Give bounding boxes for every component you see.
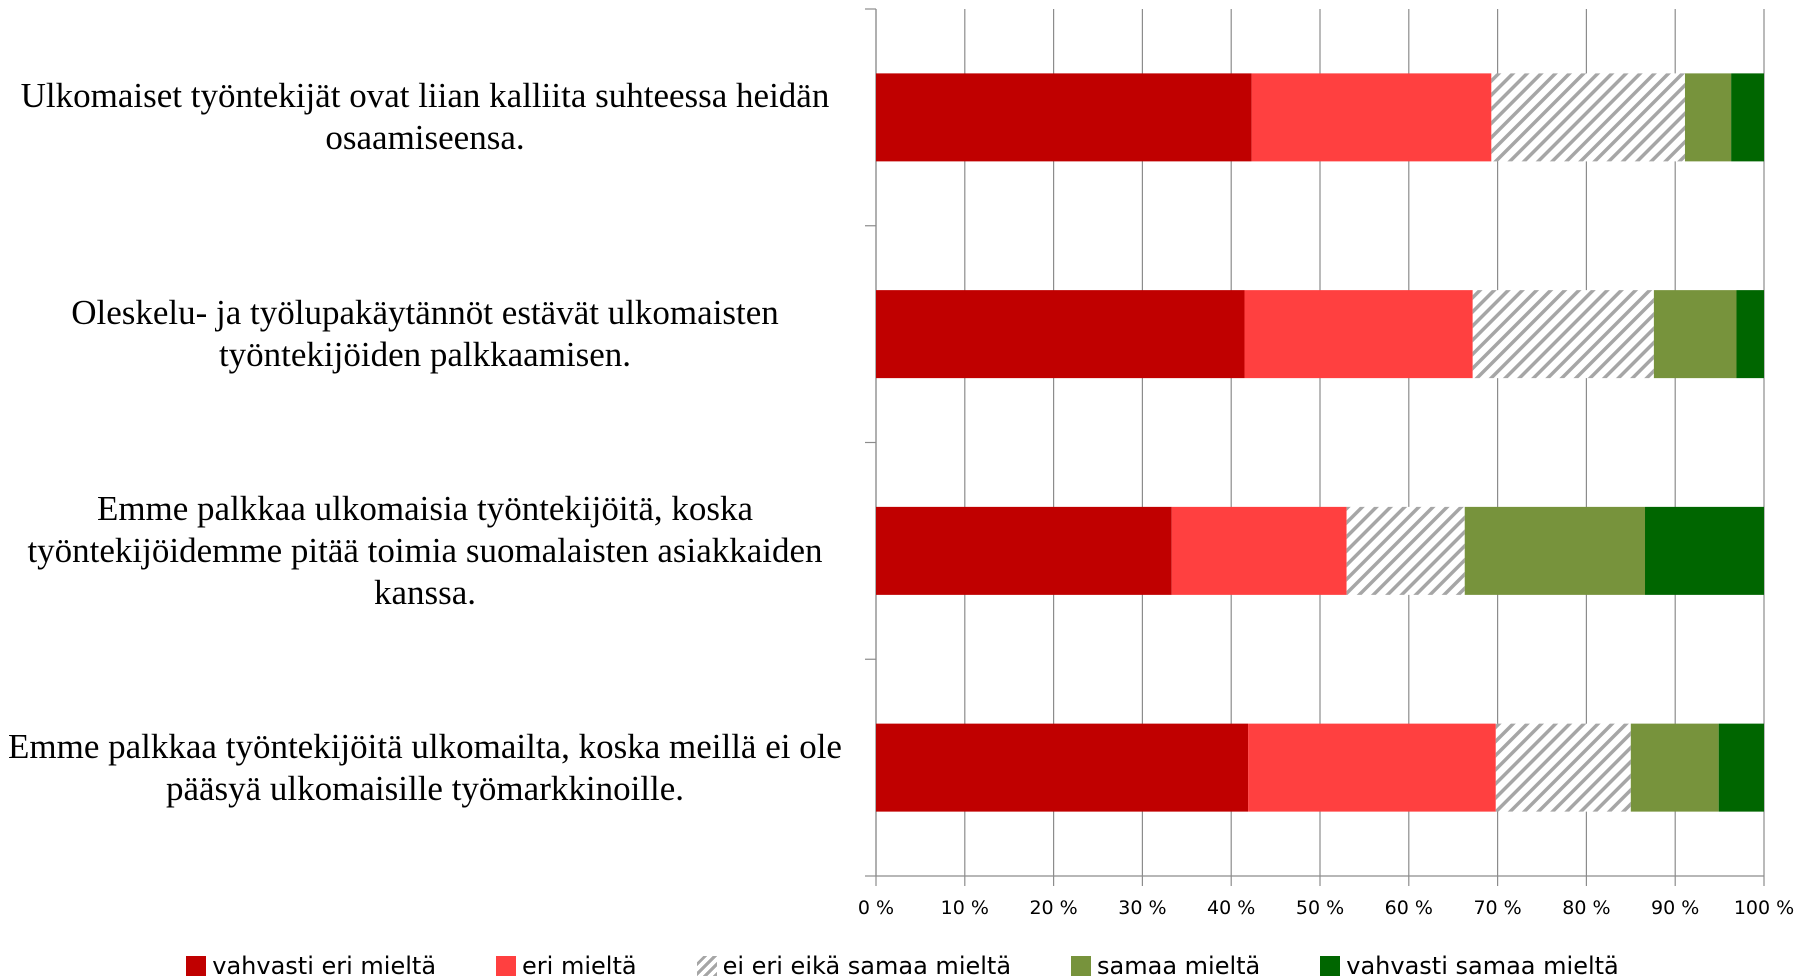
bar-segment xyxy=(1464,506,1646,595)
bar-segment xyxy=(1653,290,1737,379)
legend: vahvasti eri mieltä eri mieltä ei eri eikä… xyxy=(0,952,1805,980)
legend-item: ei eri eikä samaa mieltä xyxy=(696,952,1012,980)
bar-segment xyxy=(1645,506,1764,595)
category-label: Oleskelu- ja työlupakäytännöt estävät ul… xyxy=(71,293,779,375)
bar-segment xyxy=(876,506,1172,595)
legend-swatch xyxy=(696,956,717,976)
bar-segment xyxy=(1491,73,1685,162)
bar-segment xyxy=(876,723,1249,812)
legend-swatch xyxy=(186,956,207,976)
bar-segment xyxy=(876,73,1252,162)
category-label: Emme palkkaa työntekijöitä ulkomailta, k… xyxy=(8,726,842,808)
x-tick-label: 50 % xyxy=(1296,897,1344,919)
legend-label: eri mieltä xyxy=(522,952,637,980)
x-tick-label: 90 % xyxy=(1651,897,1699,919)
chart: 0 % 10 % 20 % 30 % 40 % 50 % 60 % 70 % 80 % 90 % 1… xyxy=(858,8,1794,919)
bar-segment xyxy=(1630,723,1719,812)
category-label: Ulkomaiset työntekijät ovat liian kallii… xyxy=(20,76,830,158)
legend-item: eri mieltä xyxy=(496,952,637,980)
x-tick-label: 10 % xyxy=(941,897,989,919)
legend-item: samaa mieltä xyxy=(1071,952,1260,980)
x-tick-label: 60 % xyxy=(1385,897,1433,919)
x-tick-label: 20 % xyxy=(1029,897,1077,919)
category-label: Emme palkkaa ulkomaisia työntekijöitä, k… xyxy=(27,488,823,612)
legend-label: vahvasti samaa mieltä xyxy=(1346,952,1619,980)
legend-label: samaa mieltä xyxy=(1097,952,1261,980)
x-tick-label: 100 % xyxy=(1734,897,1794,919)
bar-segment xyxy=(876,290,1245,379)
legend-swatch xyxy=(496,956,517,976)
legend-swatch xyxy=(1071,956,1092,976)
legend-item: vahvasti eri mieltä xyxy=(186,952,436,980)
bar-segment xyxy=(1244,290,1473,379)
legend-label: ei eri eikä samaa mieltä xyxy=(722,952,1012,980)
bar-segment xyxy=(1171,506,1347,595)
x-tick-label: 0 % xyxy=(858,897,894,919)
legend-swatch xyxy=(1320,956,1341,976)
bar-segment xyxy=(1684,73,1732,162)
x-tick-label: 30 % xyxy=(1118,897,1166,919)
bar-segment xyxy=(1248,723,1496,812)
bar-segment xyxy=(1736,290,1764,379)
bar-segment xyxy=(1718,723,1764,812)
x-tick-label: 70 % xyxy=(1473,897,1521,919)
legend-label: vahvasti eri mieltä xyxy=(212,952,437,980)
bar-segment xyxy=(1472,290,1654,379)
bar-segment xyxy=(1251,73,1492,162)
bar-segment xyxy=(1495,723,1631,812)
x-tick-label: 40 % xyxy=(1207,897,1255,919)
bar-segment xyxy=(1731,73,1764,162)
legend-item: vahvasti samaa mieltä xyxy=(1320,952,1619,980)
bar-segment xyxy=(1346,506,1465,595)
x-tick-label: 80 % xyxy=(1562,897,1610,919)
